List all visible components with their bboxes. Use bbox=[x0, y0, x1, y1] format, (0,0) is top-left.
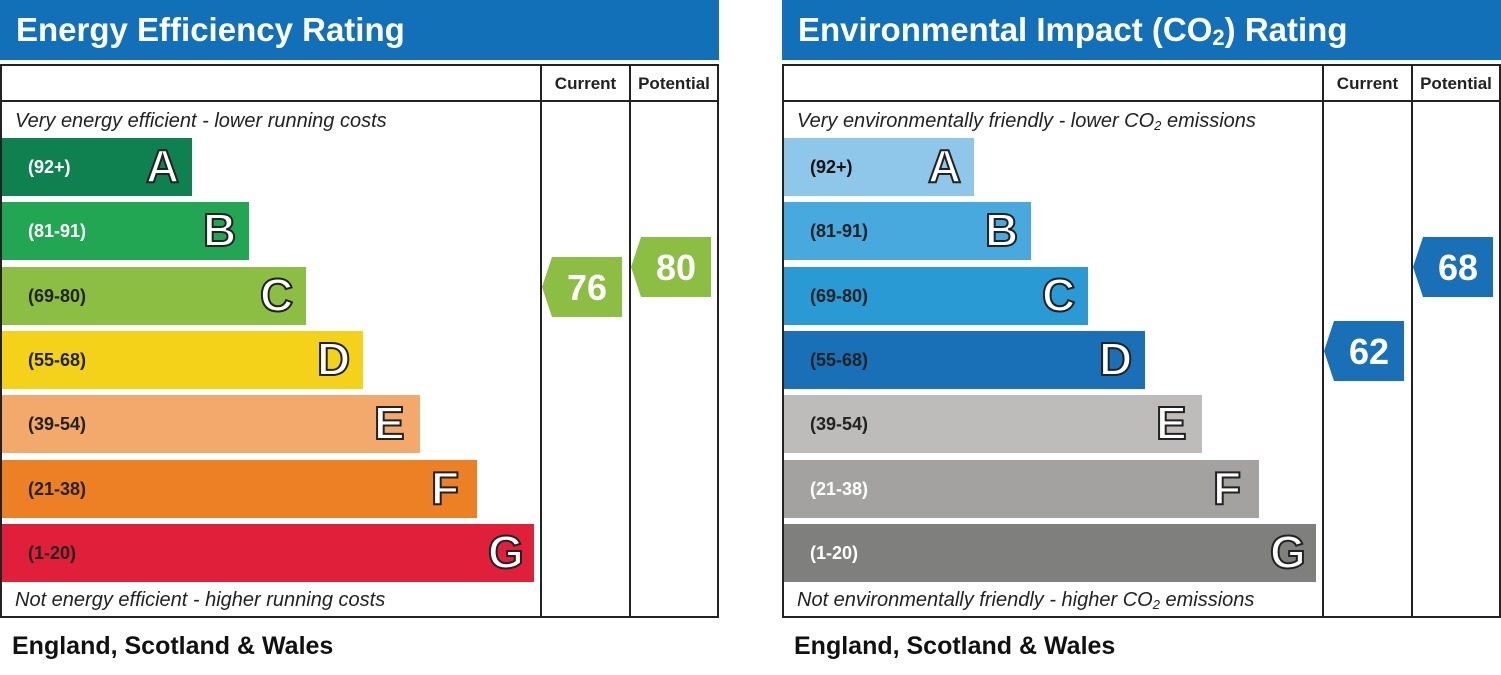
band-letter: F bbox=[430, 461, 460, 515]
band-letter: B bbox=[984, 203, 1019, 257]
band-b: (81-91) B bbox=[2, 202, 249, 261]
bottom-note: Not energy efficient - higher running co… bbox=[15, 589, 386, 611]
band-b: (81-91) B bbox=[784, 202, 1031, 261]
band-a: (92+) A bbox=[2, 138, 192, 196]
potential-column-header: Potential bbox=[638, 74, 710, 93]
band-range-label: (1-20) bbox=[28, 542, 77, 563]
band-range-label: (1-20) bbox=[810, 542, 859, 563]
band-letter: E bbox=[373, 396, 406, 450]
band-letter: D bbox=[1098, 332, 1133, 386]
band-f: (21-38) F bbox=[784, 459, 1259, 518]
current-marker-arrow bbox=[542, 256, 622, 317]
band-range-label: (39-54) bbox=[810, 414, 869, 435]
panel-title: Energy Efficiency Rating bbox=[0, 0, 719, 60]
band-g: (1-20) G bbox=[2, 523, 534, 582]
band-d: (55-68) D bbox=[784, 330, 1145, 389]
band-range-label: (92+) bbox=[810, 157, 853, 177]
band-c: (69-80) C bbox=[784, 266, 1088, 325]
band-letter: C bbox=[1041, 268, 1076, 322]
band-f: (21-38) F bbox=[2, 459, 477, 518]
band-g: (1-20) G bbox=[784, 523, 1316, 582]
band-e: (39-54) E bbox=[2, 395, 420, 454]
band-letter: A bbox=[927, 139, 962, 193]
current-marker-value: 76 bbox=[567, 267, 607, 308]
energy-efficiency-panel: Energy Efficiency Rating Current Potenti… bbox=[0, 0, 719, 675]
band-letter: D bbox=[316, 332, 351, 386]
band-range-label: (81-91) bbox=[810, 221, 869, 242]
band-letter: E bbox=[1155, 396, 1188, 450]
band-range-label: (69-80) bbox=[810, 285, 869, 306]
band-a: (92+) A bbox=[784, 138, 974, 196]
current-rating-marker: 76 bbox=[542, 256, 622, 317]
current-column-header: Current bbox=[554, 74, 617, 93]
title-part: Environmental Impact (CO bbox=[798, 11, 1213, 48]
band-letter: F bbox=[1212, 461, 1242, 515]
environmental-impact-panel: Environmental Impact (CO2) Rating Curren… bbox=[782, 0, 1501, 675]
band-range-label: (81-91) bbox=[28, 221, 87, 242]
top-note: Very environmentally friendly - lower CO… bbox=[797, 110, 1256, 133]
band-range-label: (69-80) bbox=[28, 285, 87, 306]
band-letter: G bbox=[487, 525, 525, 579]
band-range-label: (55-68) bbox=[28, 349, 87, 370]
band-d: (55-68) D bbox=[2, 330, 363, 389]
band-e: (39-54) E bbox=[784, 395, 1202, 454]
bottom-note: Not environmentally friendly - higher CO… bbox=[797, 589, 1255, 612]
band-letter: C bbox=[259, 268, 294, 322]
band-letter: A bbox=[145, 139, 180, 193]
band-range-label: (55-68) bbox=[810, 349, 869, 370]
potential-rating-marker: 80 bbox=[631, 236, 711, 297]
band-range-label: (39-54) bbox=[28, 414, 87, 435]
title-part: ) Rating bbox=[1224, 11, 1348, 48]
rating-table: Current Potential Very environmentally f… bbox=[782, 64, 1501, 618]
current-marker-arrow bbox=[1324, 320, 1404, 381]
potential-marker-arrow bbox=[631, 236, 711, 297]
potential-marker-value: 80 bbox=[656, 247, 696, 288]
band-letter: G bbox=[1269, 525, 1307, 579]
potential-rating-marker: 68 bbox=[1413, 236, 1493, 297]
potential-marker-arrow bbox=[1413, 236, 1493, 297]
band-c: (69-80) C bbox=[2, 266, 306, 325]
panel-title: Environmental Impact (CO2) Rating bbox=[782, 0, 1501, 60]
potential-column-header: Potential bbox=[1420, 74, 1492, 93]
current-column-header: Current bbox=[1336, 74, 1399, 93]
band-letter: B bbox=[202, 203, 237, 257]
potential-marker-value: 68 bbox=[1438, 247, 1478, 288]
region-footer: England, Scotland & Wales bbox=[0, 620, 510, 675]
current-rating-marker: 62 bbox=[1324, 320, 1404, 381]
title-subscript: 2 bbox=[1212, 25, 1225, 50]
rating-table: Current Potential Very energy efficient … bbox=[0, 64, 719, 618]
band-range-label: (21-38) bbox=[28, 478, 87, 499]
top-note: Very energy efficient - lower running co… bbox=[15, 110, 387, 132]
region-footer: England, Scotland & Wales bbox=[782, 620, 1292, 675]
band-range-label: (92+) bbox=[28, 157, 71, 177]
band-range-label: (21-38) bbox=[810, 478, 869, 499]
current-marker-value: 62 bbox=[1349, 331, 1389, 372]
